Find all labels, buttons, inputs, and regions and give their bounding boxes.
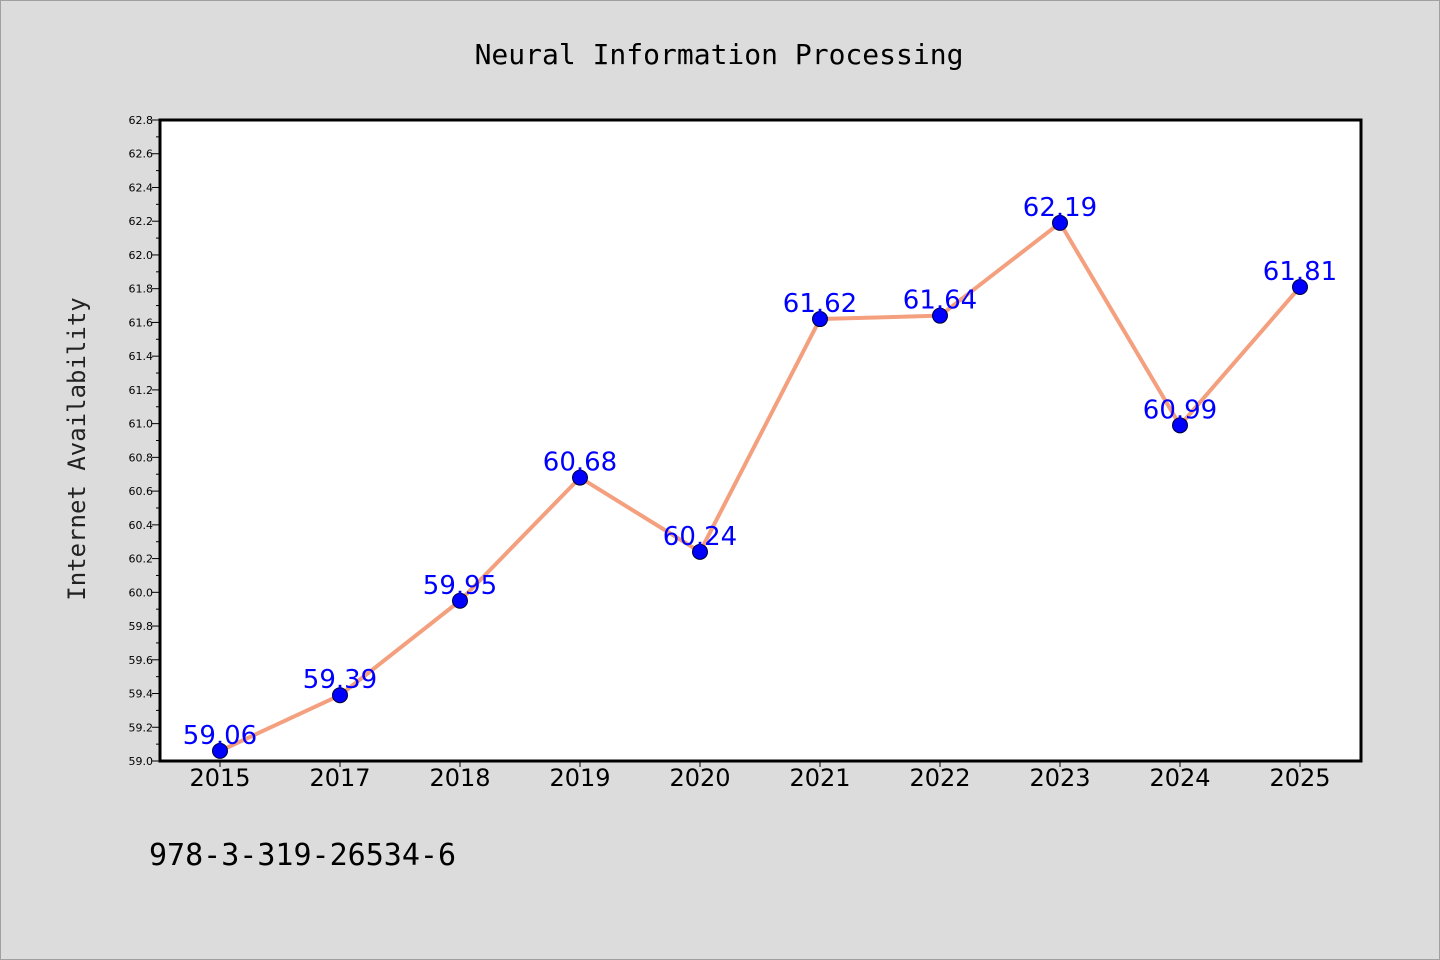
data-point xyxy=(812,311,828,328)
y-tick-label: 60.8 xyxy=(129,451,154,464)
data-label: 60.24 xyxy=(663,522,737,552)
chart-title: Neural Information Processing xyxy=(475,38,964,71)
data-label: 61.62 xyxy=(783,289,857,319)
data-label: 60.68 xyxy=(543,448,617,478)
data-point xyxy=(212,742,228,759)
data-point xyxy=(572,469,588,486)
data-point xyxy=(1292,278,1308,295)
data-label: 62.19 xyxy=(1023,193,1097,223)
y-tick-label: 62.8 xyxy=(129,114,154,127)
y-tick-label: 60.0 xyxy=(129,586,154,599)
y-tick-label: 61.2 xyxy=(129,384,154,397)
y-tick-label: 61.0 xyxy=(129,418,154,431)
series-line xyxy=(218,220,1302,753)
x-tick-label: 2021 xyxy=(789,764,850,792)
data-point xyxy=(452,592,468,609)
x-tick-label: 2019 xyxy=(549,764,610,792)
data-point xyxy=(692,543,708,560)
y-tick-label: 61.8 xyxy=(129,283,154,296)
plot-area xyxy=(158,118,1363,763)
data-label: 60.99 xyxy=(1143,395,1217,425)
data-label: 61.64 xyxy=(903,286,977,316)
y-tick-label: 60.2 xyxy=(129,553,154,566)
data-point xyxy=(1052,214,1068,231)
data-label: 61.81 xyxy=(1263,257,1337,287)
series-line-group xyxy=(218,220,1302,753)
data-label: 59.39 xyxy=(303,665,377,695)
y-tick-label: 59.0 xyxy=(129,755,154,768)
x-tick-label: 2018 xyxy=(429,764,490,792)
data-labels: 59.06 59.39 59.95 60.68 60.24 61.62 61.64 62.19… xyxy=(183,193,1337,751)
x-tick-label: 2017 xyxy=(309,764,370,792)
y-axis-ticks: 59.0 59.2 59.4 59.6 59.8 60.0 60.2 60.4 60.6 60.8… xyxy=(129,114,160,768)
y-tick-label: 59.6 xyxy=(129,654,154,667)
y-tick-label: 59.8 xyxy=(129,620,154,633)
x-tick-label: 2020 xyxy=(669,764,730,792)
data-point xyxy=(932,307,948,324)
y-tick-label: 60.4 xyxy=(129,519,154,532)
data-point xyxy=(332,687,348,704)
x-axis-ticks: 2015 2017 2018 2019 2020 2021 2022 2023 2024 2025 xyxy=(189,761,1331,792)
y-tick-label: 59.4 xyxy=(129,688,154,701)
x-tick-label: 2022 xyxy=(909,764,970,792)
y-tick-label: 59.2 xyxy=(129,721,154,734)
y-tick-label: 62.4 xyxy=(129,181,154,194)
y-tick-label: 62.6 xyxy=(129,148,154,161)
y-tick-label: 60.6 xyxy=(129,485,154,498)
y-tick-label: 61.6 xyxy=(129,316,154,329)
data-markers xyxy=(212,214,1308,759)
y-tick-label: 62.2 xyxy=(129,215,154,228)
x-tick-label: 2023 xyxy=(1029,764,1090,792)
x-tick-label: 2024 xyxy=(1149,764,1210,792)
isbn-footer: 978-3-319-26534-6 xyxy=(149,838,456,873)
x-tick-label: 2025 xyxy=(1269,764,1330,792)
data-label: 59.06 xyxy=(183,721,257,751)
y-tick-label: 62.0 xyxy=(129,249,154,262)
x-tick-label: 2015 xyxy=(189,764,250,792)
data-label: 59.95 xyxy=(423,571,497,601)
y-axis-label: Internet Availability xyxy=(63,297,91,600)
data-point xyxy=(1172,417,1188,434)
y-tick-label: 61.4 xyxy=(129,350,154,363)
